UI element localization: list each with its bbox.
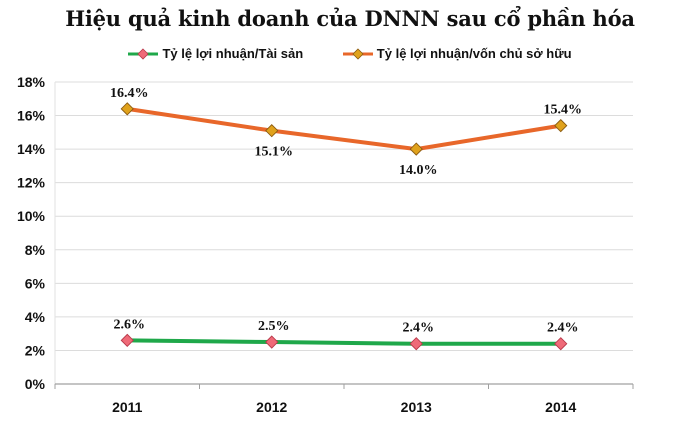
y-tick-label: 4% [25, 309, 46, 325]
data-label: 2.6% [114, 317, 146, 332]
y-tick-label: 2% [25, 342, 46, 358]
data-point-marker [265, 124, 279, 138]
y-tick-label: 8% [25, 242, 46, 258]
data-point-marker [409, 337, 423, 351]
data-label: 16.4% [110, 86, 149, 101]
data-point-marker [120, 102, 134, 116]
series-line-1 [126, 106, 562, 152]
legend-marker-asset-ratio [128, 47, 159, 60]
legend-item-equity-ratio: Tỷ lệ lợi nhuận/vốn chủ sở hữu [342, 46, 572, 61]
y-tick-label: 6% [25, 275, 46, 291]
series-line-0 [127, 338, 561, 346]
y-tick-label: 14% [17, 141, 46, 157]
legend-label-equity-ratio: Tỷ lệ lợi nhuận/vốn chủ sở hữu [376, 46, 572, 61]
chart-title: Hiệu quả kinh doanh của DNNN sau cổ phần… [65, 6, 635, 31]
y-tick-label: 10% [17, 208, 46, 224]
data-point-marker [409, 142, 423, 156]
data-point-marker [265, 335, 279, 349]
data-point-marker [120, 333, 134, 348]
legend: Tỷ lệ lợi nhuận/Tài sản Tỷ lệ lợi nhuận/… [0, 46, 700, 63]
legend-item-asset-ratio: Tỷ lệ lợi nhuận/Tài sản [128, 46, 303, 61]
x-tick-label: 2011 [112, 399, 143, 415]
data-label: 2.4% [547, 321, 579, 336]
y-tick-label: 0% [25, 376, 46, 392]
data-point-marker [554, 337, 568, 351]
data-label: 14.0% [399, 163, 438, 178]
data-label: 2.4% [403, 321, 435, 336]
data-label: 15.4% [544, 103, 583, 118]
y-tick-label: 12% [17, 175, 46, 191]
x-tick-label: 2012 [256, 399, 287, 415]
legend-label-asset-ratio: Tỷ lệ lợi nhuận/Tài sản [162, 46, 304, 61]
x-tick-label: 2013 [401, 399, 432, 415]
data-label: 15.1% [255, 145, 294, 160]
y-tick-label: 18% [17, 74, 46, 90]
x-tick-label: 2014 [545, 399, 576, 415]
data-label: 2.5% [258, 319, 290, 334]
data-point-marker [554, 118, 568, 133]
legend-marker-equity-ratio [342, 47, 373, 60]
y-tick-label: 16% [17, 108, 46, 124]
